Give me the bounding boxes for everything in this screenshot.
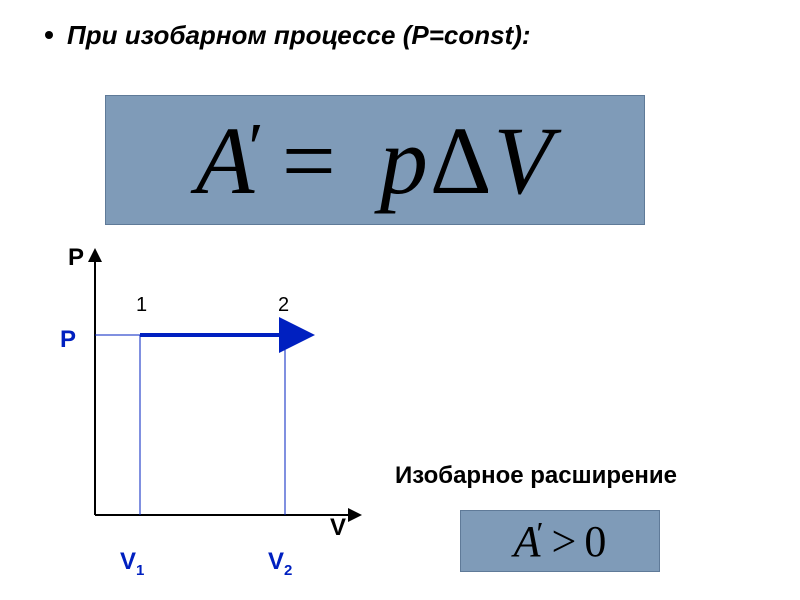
title-text: При изобарном процессе (P=const): xyxy=(67,20,531,50)
v1-label: V1 xyxy=(120,548,144,579)
point-1-label: 1 xyxy=(136,294,147,317)
formula-box: A′= pΔV xyxy=(105,95,645,225)
inequality-prime: ′ xyxy=(537,515,544,551)
v2-label-v: V xyxy=(268,548,284,575)
v2-label: V2 xyxy=(268,548,292,579)
formula-eq: = xyxy=(282,107,338,214)
inequality-box: A′>0 xyxy=(460,510,660,572)
point-2-label: 2 xyxy=(278,294,289,317)
p-axis-label: P xyxy=(68,244,84,272)
v-axis-label: V xyxy=(330,514,346,542)
p-value-label: P xyxy=(60,326,76,354)
formula-prime: ′ xyxy=(248,110,265,187)
v1-label-sub: 1 xyxy=(136,562,144,579)
inequality-gt: > xyxy=(552,517,577,566)
slide-title: При изобарном процессе (P=const): xyxy=(45,20,531,51)
bullet-icon xyxy=(45,31,53,39)
expansion-label: Изобарное расширение xyxy=(395,462,677,490)
v2-label-sub: 2 xyxy=(284,562,292,579)
formula-p: p xyxy=(380,107,430,214)
v1-label-v: V xyxy=(120,548,136,575)
formula: A′= pΔV xyxy=(196,105,554,216)
pv-graph xyxy=(65,245,365,555)
formula-V: V xyxy=(494,107,555,214)
inequality: A′>0 xyxy=(514,515,607,567)
formula-delta: Δ xyxy=(430,107,494,214)
inequality-zero: 0 xyxy=(584,517,606,566)
pv-graph-svg xyxy=(65,245,365,555)
